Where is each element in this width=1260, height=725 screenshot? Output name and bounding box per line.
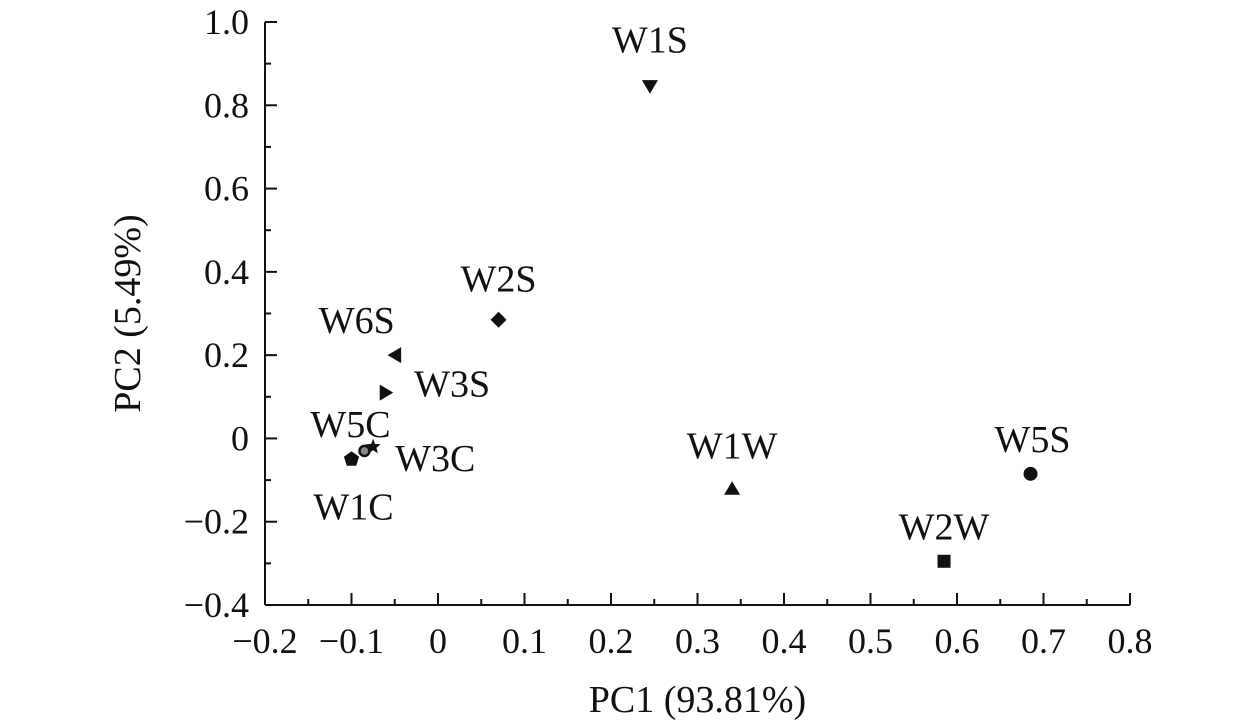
point-label-w1s: W1S [612,20,688,62]
x-tick-label: 0.1 [502,621,547,661]
point-w6s [387,347,402,364]
y-tick-label: −0.2 [184,502,249,542]
x-tick-label: 0.2 [589,621,634,661]
y-tick-label: 1.0 [204,2,249,42]
axes [264,22,1130,606]
x-axis-title: PC1 (93.81%) [589,679,806,721]
point-label-w3s: W3S [414,364,490,406]
y-tick-label: 0 [231,418,249,458]
x-tick-label: 0.7 [1021,621,1066,661]
point-w1w [724,481,741,495]
x-tick-label: 0.6 [935,621,980,661]
point-label-w1w: W1W [687,425,778,467]
x-tick-label: 0.4 [762,621,807,661]
y-tick-label: 0.4 [204,252,249,292]
point-w5c [358,444,371,458]
point-label-w6s: W6S [319,300,395,342]
x-ticks: −0.2 −0.1 0 0.1 0.2 0.3 0.4 0.5 0.6 0.7 0.8 [232,593,1153,661]
data-points [343,80,1038,568]
point-w2w [937,554,951,568]
x-tick-label: −0.1 [319,621,384,661]
point-w3s [379,384,394,401]
point-w5s [1023,466,1038,481]
point-label-w2w: W2W [899,506,990,548]
point-label-w5s: W5S [995,419,1071,461]
y-tick-label: −0.4 [184,585,249,625]
point-label-w3c: W3C [395,438,475,480]
point-label-w5c: W5C [310,404,390,446]
x-tick-label: 0.8 [1108,621,1153,661]
point-w1c [343,451,360,466]
y-tick-label: 0.6 [204,169,249,209]
x-tick-label: 0.3 [675,621,720,661]
y-ticks: −0.4 −0.2 0 0.2 0.4 0.6 0.8 1.0 [184,2,277,625]
point-w1s [641,80,658,94]
x-tick-label: 0 [429,621,447,661]
point-label-w2s: W2S [461,259,537,301]
point-w3c [365,438,381,454]
y-tick-label: 0.8 [204,85,249,125]
x-tick-label: 0.5 [848,621,893,661]
y-tick-label: 0.2 [204,335,249,375]
point-w2s [490,311,507,328]
point-label-w1c: W1C [313,486,393,528]
x-tick-label: −0.2 [232,621,297,661]
y-axis-title: PC2 (5.49%) [107,214,149,412]
